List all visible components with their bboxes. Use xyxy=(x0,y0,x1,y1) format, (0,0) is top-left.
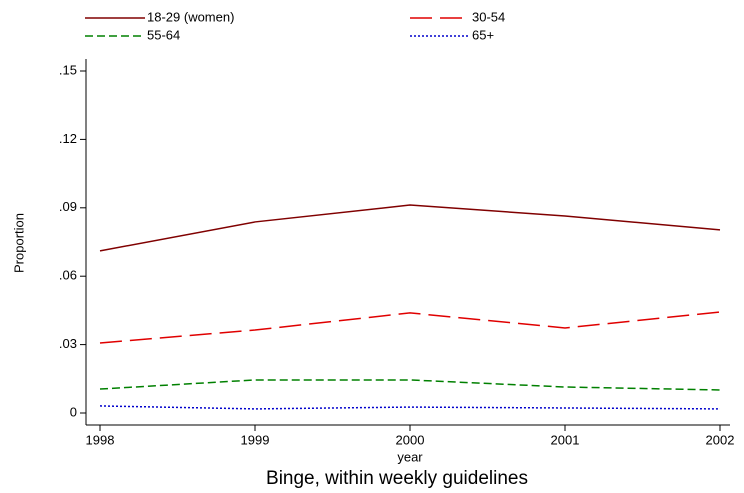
y-tick-label: .12 xyxy=(59,131,77,146)
legend-label: 30-54 xyxy=(472,9,505,24)
x-tick-label: 2001 xyxy=(551,432,580,447)
series-line xyxy=(99,379,721,391)
series-line xyxy=(99,311,721,344)
x-axis-label: year xyxy=(397,449,423,464)
series-line xyxy=(99,204,721,252)
legend-label: 55-64 xyxy=(147,27,180,42)
x-tick-label: 1999 xyxy=(241,432,270,447)
y-tick-label: .06 xyxy=(59,268,77,283)
x-tick-label: 2002 xyxy=(706,432,735,447)
y-tick-label: .03 xyxy=(59,336,77,351)
x-tick-label: 1998 xyxy=(86,432,115,447)
x-tick-label: 2000 xyxy=(396,432,425,447)
legend-label: 65+ xyxy=(472,27,494,42)
legend-label: 18-29 (women) xyxy=(147,9,234,24)
y-tick-label: 0 xyxy=(70,404,77,419)
y-tick-label: .09 xyxy=(59,199,77,214)
series-line xyxy=(99,405,721,410)
y-axis-label: Proportion xyxy=(11,213,26,273)
y-tick-label: .15 xyxy=(59,62,77,77)
chart-subtitle: Binge, within weekly guidelines xyxy=(266,468,528,489)
